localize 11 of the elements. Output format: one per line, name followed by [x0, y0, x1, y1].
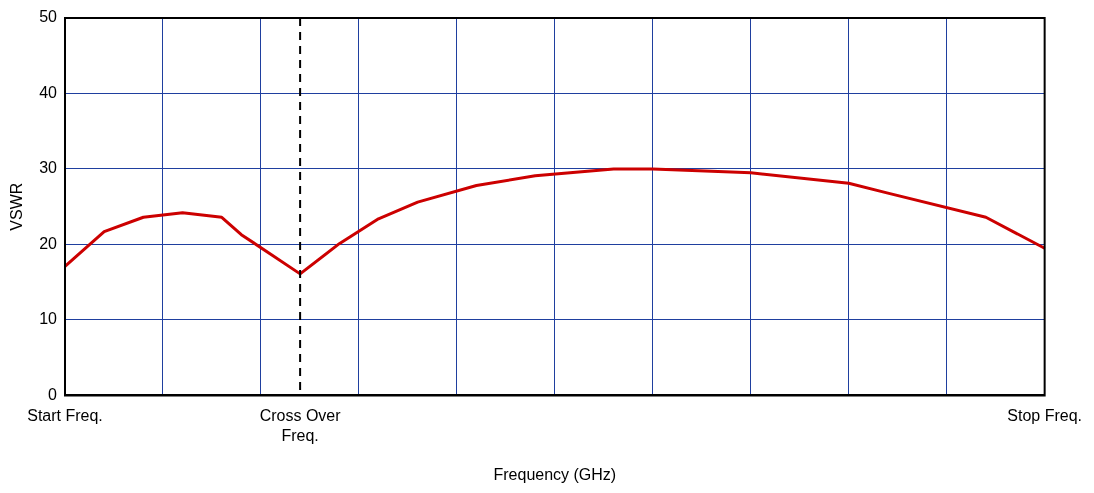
y-tick-label: 10 [39, 310, 58, 328]
y-tick-label: 20 [39, 234, 58, 252]
y-tick-label: 30 [39, 159, 58, 177]
y-axis-title: VSWR [8, 182, 26, 231]
x-tick-label: Cross Over Freq. [259, 407, 342, 444]
y-tick-label: 40 [39, 83, 58, 101]
x-tick-label: Stop Freq. [1007, 407, 1082, 425]
x-axis-title: Frequency (GHz) [493, 465, 617, 483]
x-tick-label: Start Freq. [27, 407, 103, 425]
y-tick-label: 0 [48, 385, 58, 403]
y-tick-label: 50 [39, 8, 58, 26]
